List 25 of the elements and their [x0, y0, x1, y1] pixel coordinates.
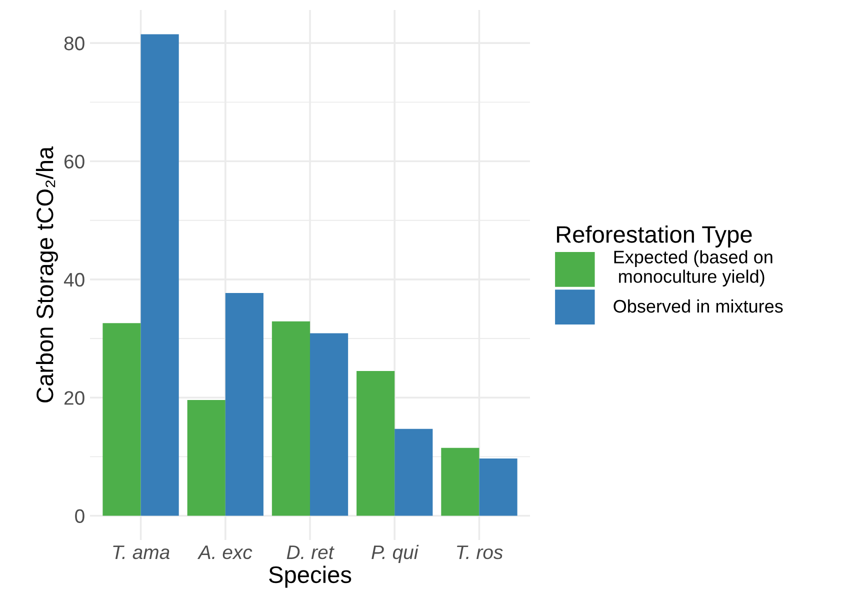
x-tick-label: P. qui — [372, 544, 419, 563]
legend-title: Reforestation Type — [556, 225, 752, 248]
x-axis-title: Species — [269, 566, 352, 588]
bar — [272, 321, 310, 516]
x-tick-label: T. ros — [457, 546, 503, 560]
bar — [187, 400, 226, 516]
x-tick-label: D. ret — [286, 546, 334, 560]
bar — [310, 333, 348, 516]
bar — [140, 34, 179, 516]
y-tick-label: 60 — [64, 154, 84, 168]
bar — [441, 448, 480, 516]
y-axis-title: Carbon Storage tCO₂/ha — [36, 146, 58, 402]
bar — [356, 371, 395, 516]
bar — [479, 458, 518, 516]
bar — [394, 428, 433, 516]
y-tick-label: 80 — [64, 36, 84, 50]
x-tick-label: T. ama — [113, 546, 170, 560]
x-tick-label: A. exc — [197, 546, 252, 560]
legend-label: Observed in mixtures — [614, 299, 783, 313]
y-tick-label: 20 — [64, 391, 84, 405]
bar — [225, 293, 264, 516]
y-tick-label: 0 — [75, 509, 84, 524]
y-tick-label: 40 — [64, 272, 84, 287]
legend-label: Expected (based on monoculture yield) — [614, 250, 772, 286]
bar — [102, 323, 141, 516]
